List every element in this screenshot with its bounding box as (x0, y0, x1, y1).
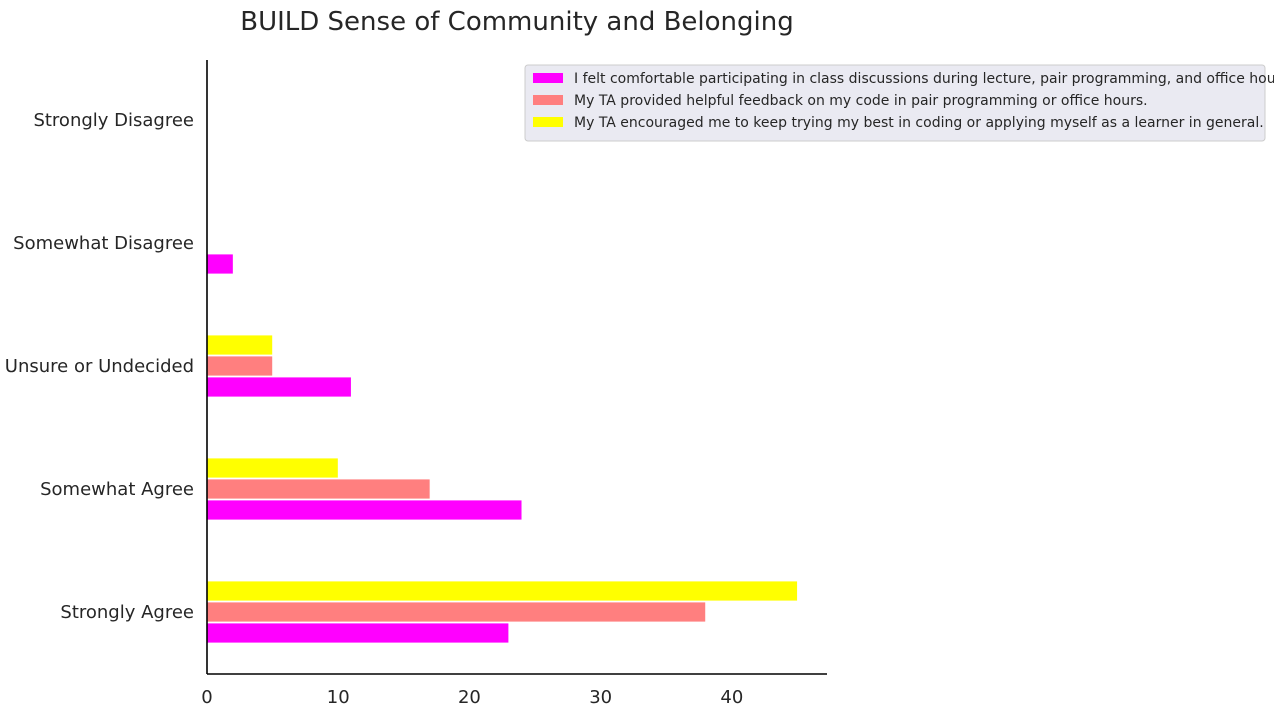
x-tick-label: 30 (589, 687, 612, 708)
x-tick-label: 20 (458, 687, 481, 708)
legend-label: My TA encouraged me to keep trying my be… (574, 115, 1264, 131)
axes-layer (206, 60, 827, 675)
bar-somewhat-agree-series-3 (206, 457, 339, 479)
y-tick-label: Unsure or Undecided (5, 356, 194, 377)
bar-unsure-or-undecided-series-1 (206, 376, 352, 398)
legend-box (524, 64, 1266, 142)
x-tick-label: 10 (327, 687, 350, 708)
y-tick-label: Somewhat Agree (40, 479, 194, 500)
bar-strongly-agree-series-2 (206, 601, 707, 623)
chart-title: BUILD Sense of Community and Belonging (240, 7, 794, 37)
legend: I felt comfortable participating in clas… (524, 64, 1274, 142)
x-tick-label: 0 (201, 687, 212, 708)
bar-unsure-or-undecided-series-3 (206, 334, 274, 356)
y-tick-label: Strongly Agree (60, 602, 194, 623)
bar-somewhat-agree-series-2 (206, 478, 431, 500)
legend-label: My TA provided helpful feedback on my co… (574, 93, 1148, 109)
legend-swatch (533, 95, 563, 105)
legend-label: I felt comfortable participating in clas… (574, 71, 1274, 87)
bar-unsure-or-undecided-series-2 (206, 355, 274, 377)
x-tick-label: 40 (720, 687, 743, 708)
ticks-layer: Strongly Agree Somewhat Agree Unsure or Un… (5, 110, 744, 708)
bar-somewhat-disagree-series-1 (206, 253, 234, 275)
bars-layer (206, 253, 798, 644)
bar-strongly-agree-series-1 (206, 622, 510, 644)
legend-swatch (533, 117, 563, 127)
bar-strongly-agree-series-3 (206, 580, 798, 602)
bar-somewhat-agree-series-1 (206, 499, 523, 521)
y-tick-label: Somewhat Disagree (13, 233, 194, 254)
y-tick-label: Strongly Disagree (33, 110, 194, 131)
legend-swatch (533, 73, 563, 83)
